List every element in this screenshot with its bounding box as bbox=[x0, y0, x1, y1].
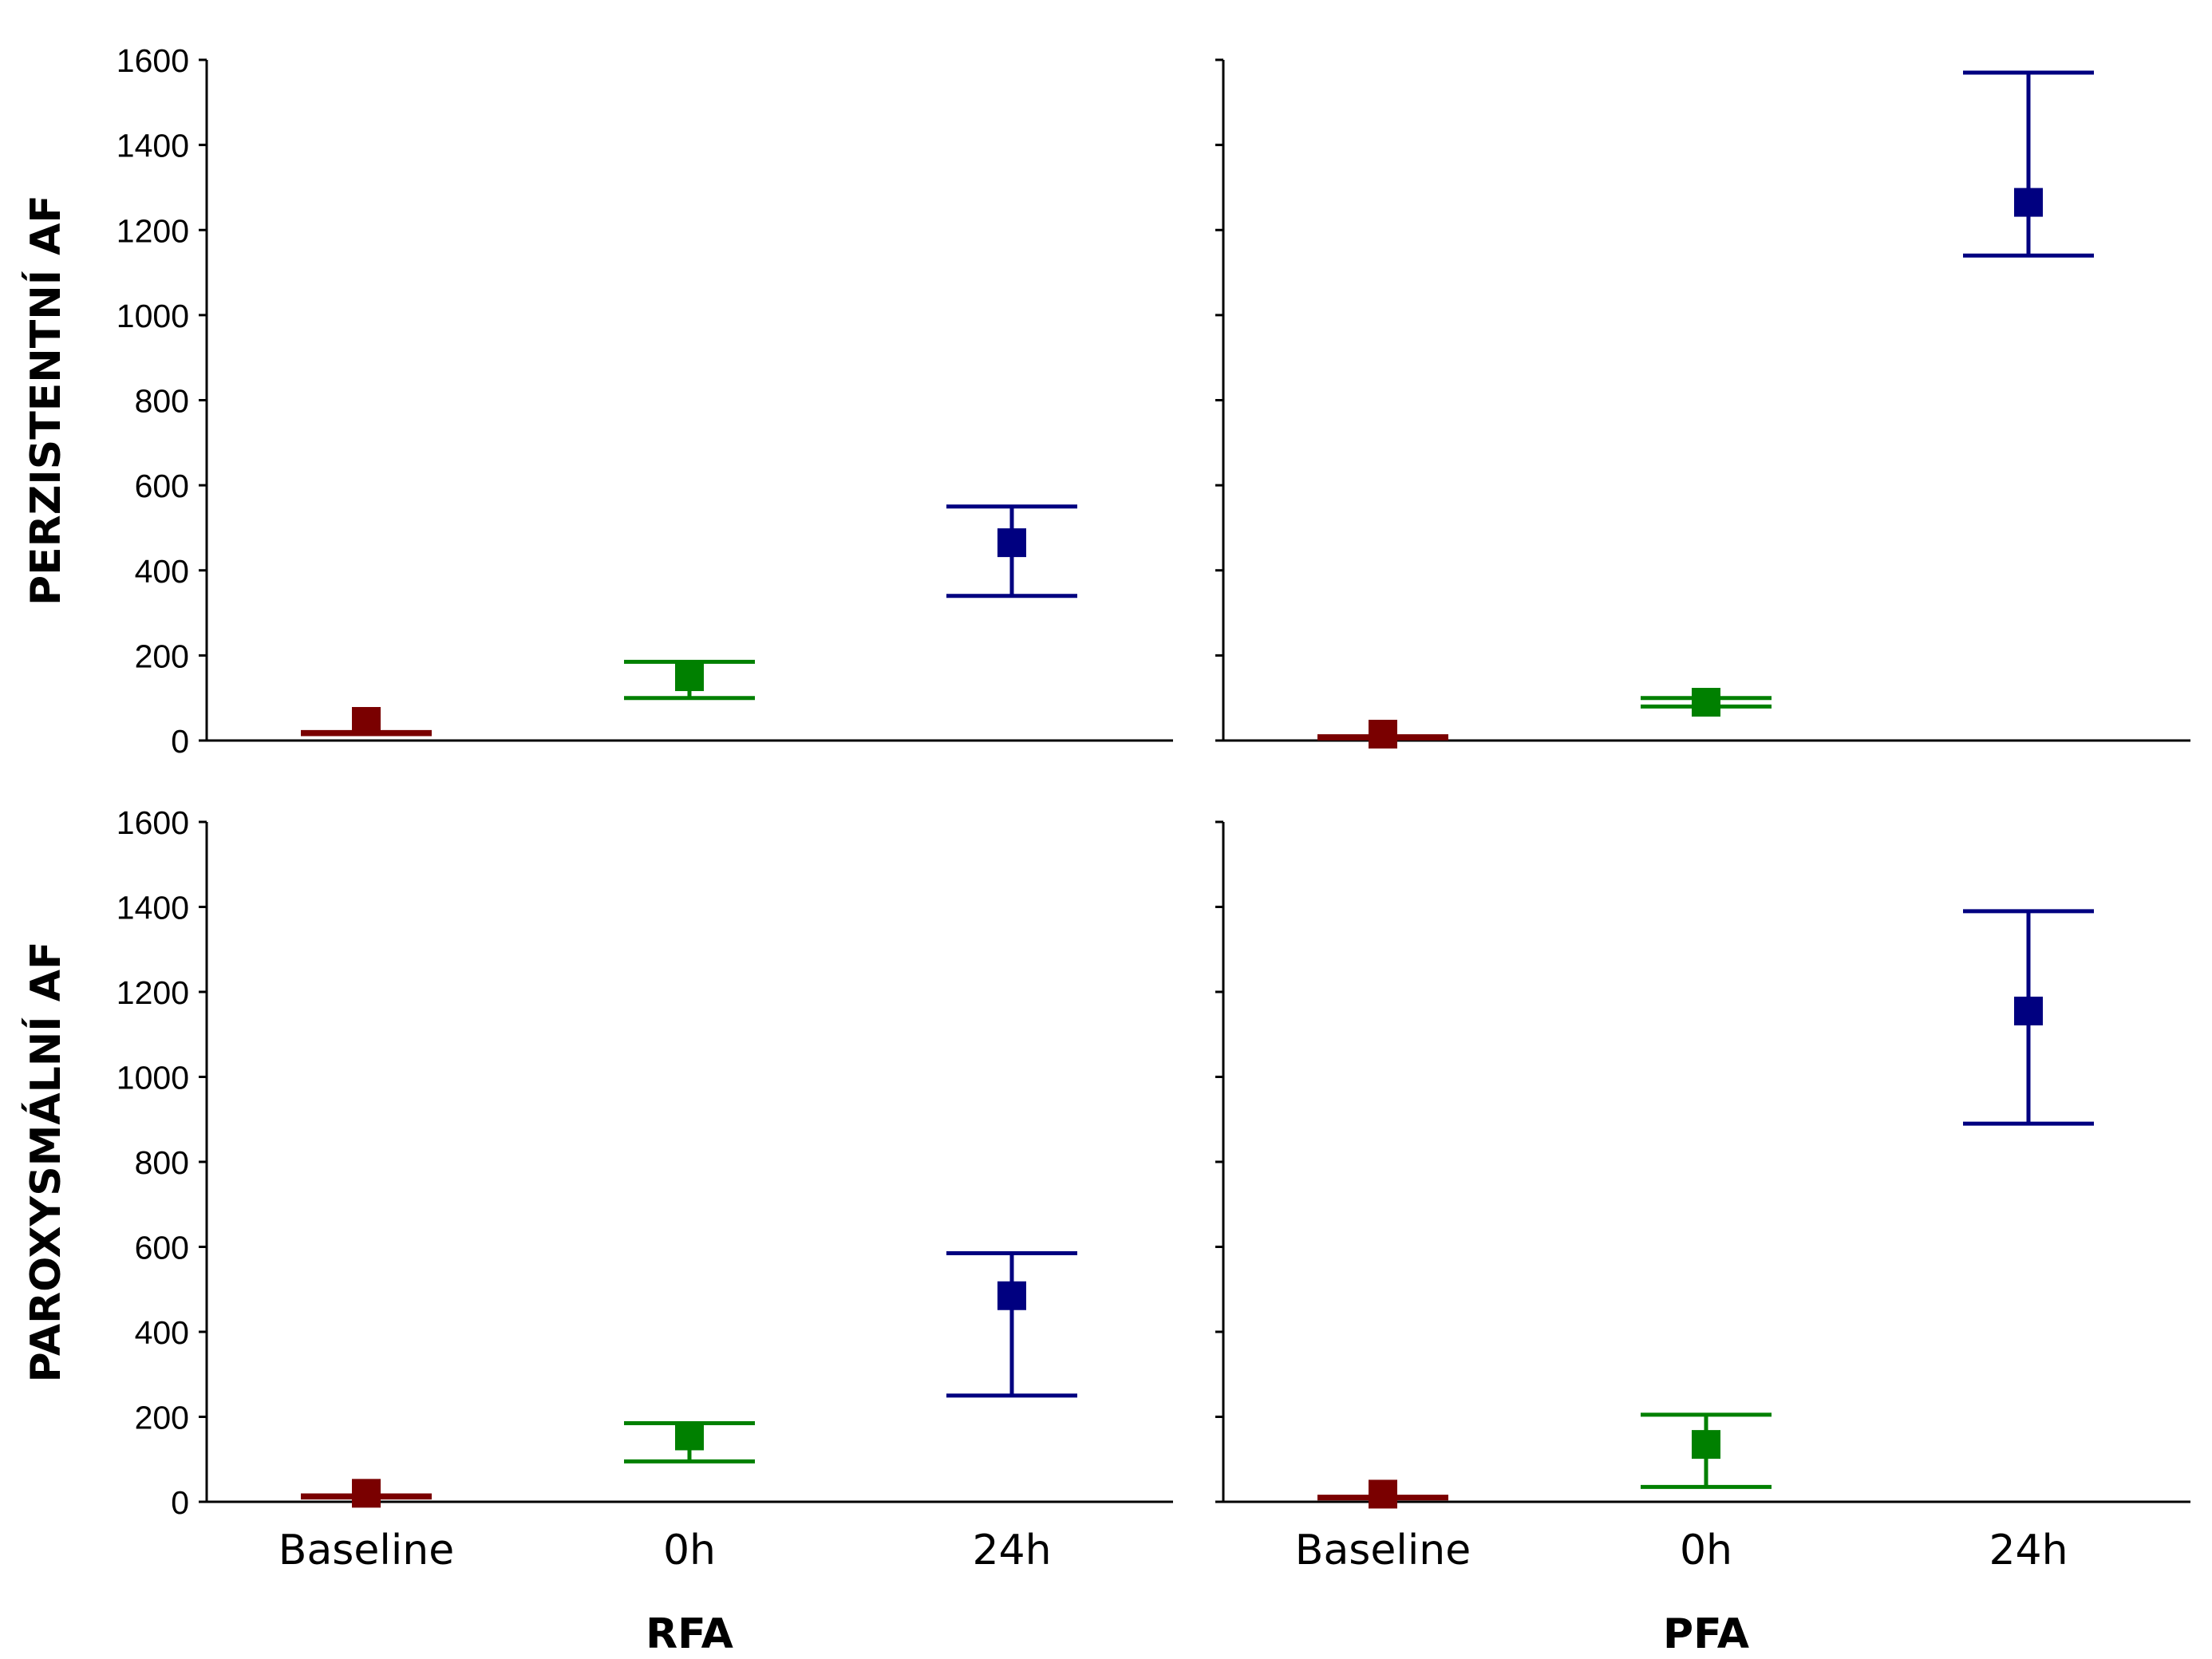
marker-Baseline bbox=[352, 1479, 381, 1508]
y-tick-label: 1000 bbox=[117, 1060, 189, 1096]
y-tick-label: 1200 bbox=[117, 974, 189, 1011]
y-tick-label: 0 bbox=[171, 723, 189, 760]
x-tick-label: 0h bbox=[1680, 1527, 1732, 1574]
y-tick-label: 1400 bbox=[117, 128, 189, 164]
panel-4: Baseline 0h 24h PFA bbox=[1215, 820, 2190, 1658]
marker-0h bbox=[675, 1421, 704, 1451]
marker-Baseline bbox=[352, 707, 381, 737]
y-axis-title: PAROXYSMÁLNÍ AF bbox=[22, 941, 70, 1382]
y-tick-label: 800 bbox=[135, 383, 189, 420]
y-tick-label: 600 bbox=[135, 468, 189, 504]
y-tick-label: 200 bbox=[135, 1400, 189, 1436]
y-tick-label: 1400 bbox=[117, 890, 189, 926]
y-tick-label: 1600 bbox=[117, 42, 189, 79]
y-tick-label: 600 bbox=[135, 1230, 189, 1266]
marker-24h bbox=[997, 1281, 1026, 1310]
marker-0h bbox=[675, 662, 704, 692]
marker-Baseline bbox=[1369, 720, 1397, 749]
x-axis-title: RFA bbox=[646, 1610, 733, 1658]
y-tick-label: 800 bbox=[135, 1144, 189, 1181]
y-tick-label: 200 bbox=[135, 638, 189, 674]
marker-24h bbox=[997, 528, 1026, 558]
y-tick-label: 400 bbox=[135, 553, 189, 590]
y-tick-label: 1200 bbox=[117, 212, 189, 249]
y-tick-label: 1600 bbox=[117, 804, 189, 841]
panel-1: 0 200 400 600 800 1000 1200 1400 1600 PERZISTENTN… bbox=[22, 42, 1173, 760]
x-tick-label: 24h bbox=[972, 1527, 1051, 1574]
y-axis-title: PERZISTENTNÍ AF bbox=[22, 195, 70, 606]
x-tick-label: Baseline bbox=[278, 1527, 454, 1574]
marker-24h bbox=[2014, 188, 2043, 217]
x-axis-title: PFA bbox=[1663, 1610, 1749, 1658]
panel-2 bbox=[1215, 58, 2190, 749]
x-tick-label: 24h bbox=[1989, 1527, 2068, 1574]
y-tick-label: 1000 bbox=[117, 298, 189, 334]
y-tick-label: 400 bbox=[135, 1314, 189, 1351]
y-tick-label: 0 bbox=[171, 1484, 189, 1521]
marker-24h bbox=[2014, 996, 2043, 1025]
panel-3: 0 200 400 600 800 1000 1200 1400 1600 Baseline 0h 2… bbox=[22, 804, 1173, 1658]
x-tick-label: 0h bbox=[663, 1527, 716, 1574]
marker-0h bbox=[1692, 688, 1720, 717]
marker-0h bbox=[1692, 1430, 1720, 1460]
x-tick-label: Baseline bbox=[1295, 1527, 1471, 1574]
marker-Baseline bbox=[1369, 1479, 1397, 1509]
